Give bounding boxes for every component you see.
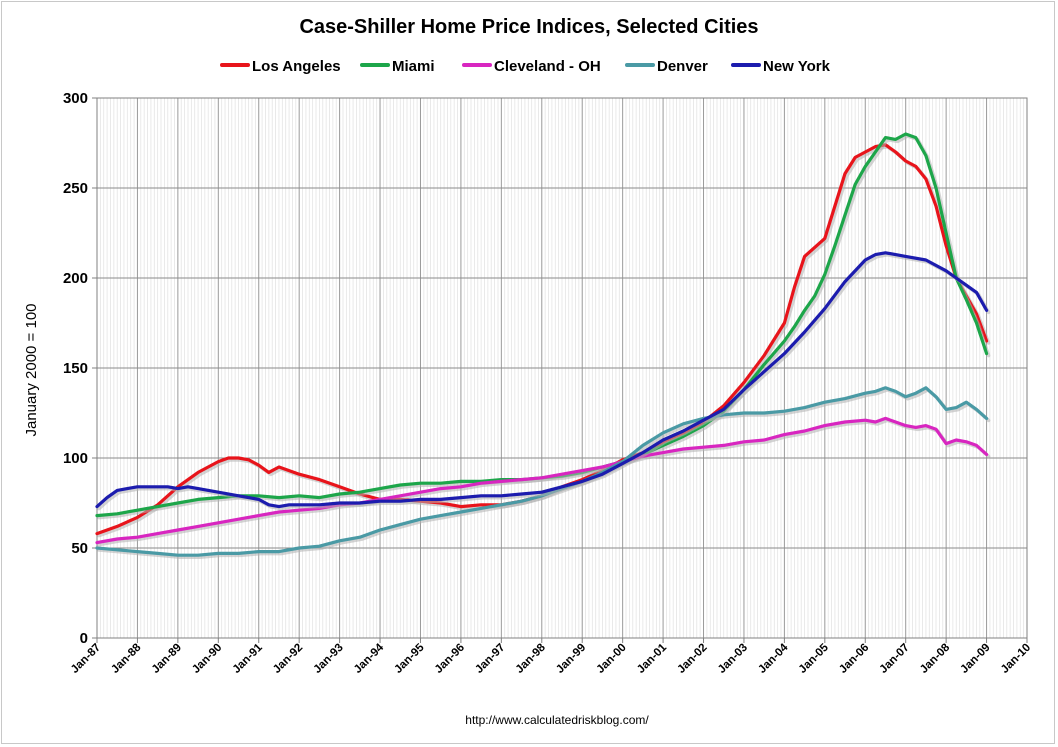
legend-label-cleveland-oh: Cleveland - OH <box>494 58 601 75</box>
legend-label-los-angeles: Los Angeles <box>252 58 341 75</box>
x-tick-label: Jan-94 <box>352 641 387 676</box>
x-tick-label: Jan-07 <box>878 642 912 676</box>
chart-series-lines <box>95 132 991 559</box>
x-tick-label: Jan-04 <box>756 641 791 676</box>
x-tick-label: Jan-08 <box>918 641 953 676</box>
x-tick-label: Jan-91 <box>231 641 266 676</box>
chart-axes <box>92 97 1028 643</box>
x-tick-label: Jan-10 <box>999 642 1033 676</box>
x-tick-label: Jan-05 <box>797 641 832 676</box>
x-tick-label: Jan-98 <box>514 641 549 676</box>
x-tick-label: Jan-92 <box>271 642 305 676</box>
series-line-cleveland-oh <box>95 416 989 545</box>
legend-label-miami: Miami <box>392 58 435 75</box>
y-tick-label: 200 <box>63 270 88 287</box>
x-tick-label: Jan-95 <box>392 641 427 676</box>
y-tick-label: 250 <box>63 180 88 197</box>
x-tick-label: Jan-89 <box>150 642 184 676</box>
legend-label-new-york: New York <box>763 58 831 75</box>
chart-legend: Los Angeles Miami Cleveland - OH Denver New … <box>220 58 831 75</box>
y-tick-label: 300 <box>63 90 88 107</box>
x-tick-label: Jan-00 <box>595 642 629 676</box>
x-tick-label: Jan-02 <box>675 642 709 676</box>
source-url: http://www.calculatedriskblog.com/ <box>465 713 649 727</box>
y-tick-label: 50 <box>71 540 88 557</box>
y-tick-label: 100 <box>63 450 88 467</box>
x-tick-label: Jan-06 <box>837 642 871 676</box>
x-tick-label: Jan-01 <box>635 641 670 676</box>
chart-grid <box>97 97 1027 639</box>
x-tick-label: Jan-90 <box>190 642 224 676</box>
x-tick-label: Jan-09 <box>958 642 992 676</box>
x-tick-label: Jan-93 <box>311 642 345 676</box>
x-tick-label: Jan-88 <box>109 641 144 676</box>
x-tick-label: Jan-97 <box>473 642 507 676</box>
legend-label-denver: Denver <box>657 58 708 75</box>
y-tick-label: 0 <box>80 630 88 647</box>
y-axis-title: January 2000 = 100 <box>23 303 40 436</box>
y-tick-label: 150 <box>63 360 88 377</box>
series-line-new-york <box>95 251 989 509</box>
x-tick-label: Jan-96 <box>433 642 467 676</box>
series-shadow-new-york <box>97 253 991 511</box>
x-tick-label: Jan-03 <box>716 642 750 676</box>
x-tick-label: Jan-99 <box>554 642 588 676</box>
chart-title: Case-Shiller Home Price Indices, Selecte… <box>299 16 758 38</box>
